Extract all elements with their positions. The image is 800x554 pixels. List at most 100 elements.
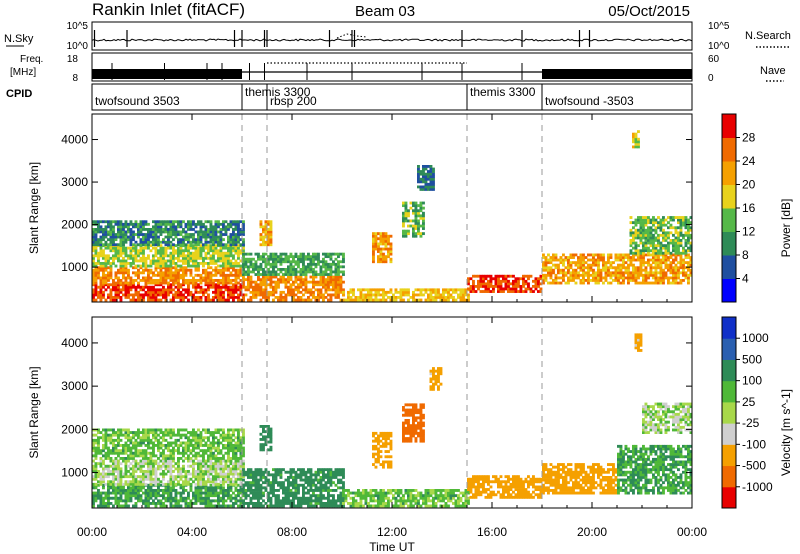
- heatmap-cell: [312, 270, 315, 274]
- heatmap-cell: [199, 285, 203, 289]
- heatmap-cell: [234, 464, 238, 468]
- heatmap-cell: [432, 290, 435, 294]
- heatmap-cell: [249, 262, 253, 266]
- heatmap-cell: [109, 220, 113, 224]
- heatmap-cell: [94, 496, 98, 500]
- heatmap-cell: [442, 298, 445, 302]
- heatmap-cell: [684, 223, 688, 227]
- heatmap-cell: [264, 293, 268, 297]
- heatmap-cell: [144, 428, 148, 432]
- heatmap-cell: [94, 235, 98, 239]
- heatmap-cell: [444, 296, 448, 299]
- heatmap-cell: [184, 259, 188, 263]
- heatmap-cell: [164, 472, 168, 476]
- heatmap-cell: [204, 288, 208, 292]
- heatmap-cell: [97, 243, 100, 247]
- heatmap-cell: [164, 220, 168, 224]
- heatmap-cell: [304, 278, 308, 282]
- heatmap-cell: [132, 235, 135, 239]
- heatmap-cell: [432, 288, 435, 292]
- heatmap-cell: [674, 271, 678, 275]
- heatmap-cell: [307, 268, 310, 271]
- heatmap-cell: [159, 298, 163, 302]
- heatmap-cell: [134, 288, 138, 292]
- heatmap-cell: [94, 293, 98, 297]
- heatmap-cell: [114, 264, 118, 268]
- heatmap-cell: [564, 281, 568, 285]
- heatmap-cell: [164, 298, 168, 302]
- heatmap-cell: [667, 226, 670, 230]
- heatmap-cell: [177, 293, 180, 297]
- heatmap-cell: [629, 271, 633, 275]
- heatmap-cell: [419, 224, 423, 228]
- heatmap-cell: [507, 279, 510, 283]
- heatmap-cell: [157, 243, 160, 247]
- heatmap-cell: [232, 268, 235, 272]
- heatmap-cell: [144, 457, 148, 460]
- heatmap-cell: [537, 282, 540, 286]
- heatmap-cell: [219, 470, 223, 473]
- heatmap-cell: [122, 264, 125, 268]
- heatmap-cell: [147, 470, 150, 473]
- heatmap-cell: [164, 467, 168, 471]
- heatmap-cell: [352, 298, 355, 302]
- heatmap-cell: [139, 238, 143, 242]
- heatmap-cell: [229, 285, 233, 289]
- heatmap-cell: [227, 225, 230, 229]
- heatmap-cell: [687, 239, 690, 242]
- heatmap-cell: [677, 246, 680, 250]
- heatmap-cell: [474, 274, 478, 278]
- heatmap-cell: [537, 285, 540, 288]
- heatmap-cell: [234, 285, 238, 289]
- heatmap-cell: [92, 220, 95, 224]
- heatmap-cell: [192, 238, 195, 242]
- heatmap-cell: [284, 252, 288, 256]
- heatmap-cell: [214, 288, 218, 292]
- heatmap-cell: [209, 464, 213, 468]
- heatmap-cell: [117, 504, 120, 508]
- heatmap-cell: [92, 271, 95, 275]
- heatmap-cell: [174, 482, 178, 486]
- heatmap-cell: [149, 262, 153, 265]
- heatmap-cell: [187, 285, 190, 289]
- heatmap-cell: [92, 243, 95, 247]
- heatmap-cell: [177, 290, 180, 294]
- heatmap-cell: [259, 280, 263, 284]
- heatmap-cell: [317, 255, 320, 259]
- heatmap-cell: [117, 482, 120, 486]
- heatmap-cell: [162, 276, 165, 280]
- heatmap-cell: [677, 271, 680, 275]
- heatmap-cell: [102, 486, 105, 490]
- heatmap-cell: [257, 288, 260, 292]
- heatmap-cell: [162, 279, 165, 282]
- heatmap-cell: [119, 491, 123, 495]
- heatmap-cell: [152, 494, 155, 498]
- heatmap-cell: [134, 259, 138, 263]
- heatmap-cell: [124, 288, 128, 292]
- heatmap-cell: [264, 233, 268, 236]
- heatmap-cell: [94, 273, 98, 277]
- heatmap-cell: [614, 276, 618, 280]
- heatmap-cell: [309, 270, 313, 274]
- heatmap-cell: [172, 279, 175, 282]
- heatmap-cell: [97, 489, 100, 492]
- heatmap-cell: [304, 268, 308, 271]
- heatmap-cell: [207, 283, 210, 287]
- heatmap-cell: [172, 499, 175, 503]
- heatmap-cell: [269, 273, 273, 276]
- heatmap-cell: [194, 482, 198, 486]
- heatmap-cell: [664, 253, 668, 257]
- heatmap-cell: [104, 273, 108, 277]
- heatmap-cell: [584, 279, 588, 282]
- heatmap-cell: [289, 273, 293, 276]
- heatmap-cell: [274, 290, 278, 294]
- heatmap-cell: [157, 264, 160, 268]
- heatmap-cell: [152, 254, 155, 258]
- heatmap-cell: [167, 457, 170, 460]
- heatmap-cell: [192, 444, 195, 447]
- cpid-segment-label: twofsound -3503: [545, 94, 634, 108]
- heatmap-cell: [207, 464, 210, 468]
- heatmap-cell: [609, 263, 613, 267]
- heatmap-cell: [324, 290, 328, 294]
- heatmap-cell: [112, 441, 115, 445]
